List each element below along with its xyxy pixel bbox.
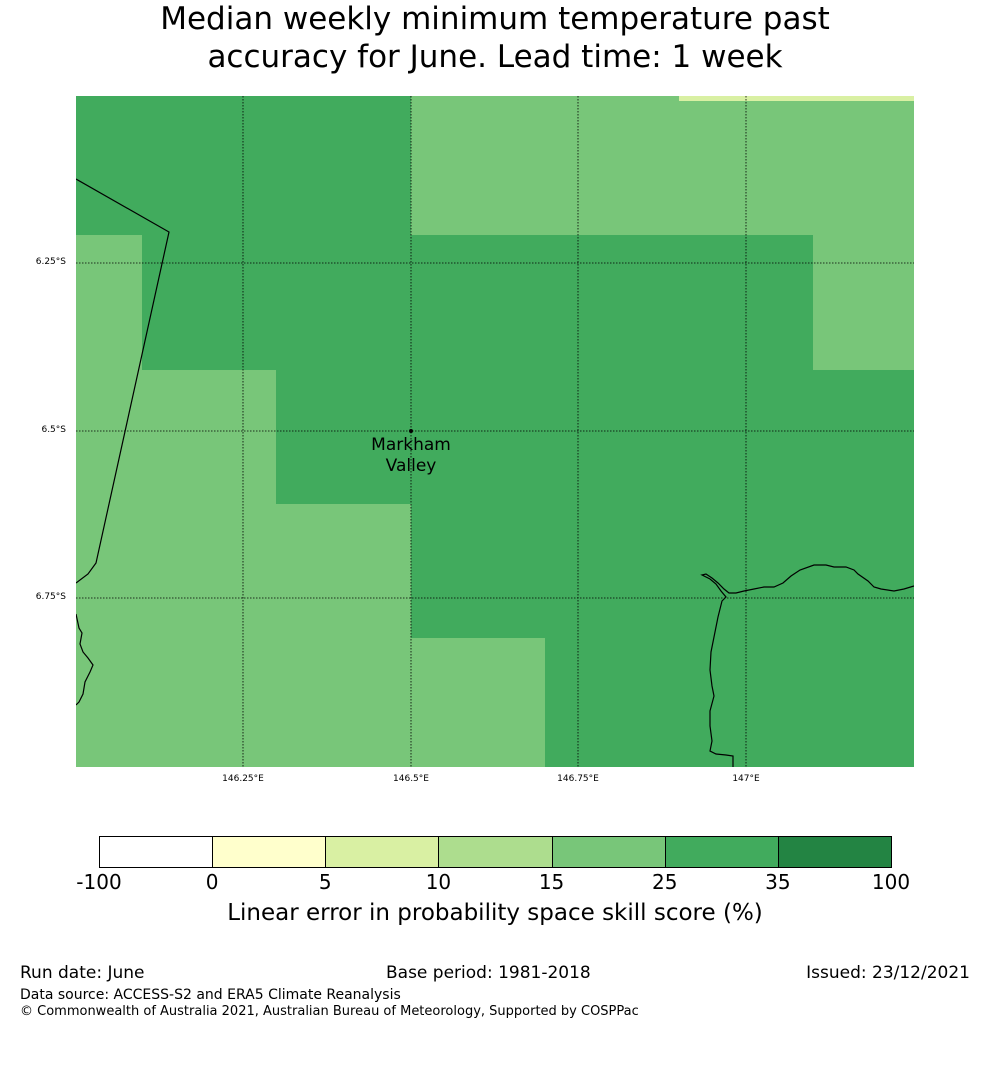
lon-label: 146.75°E [557,774,599,784]
lon-label: 146.25°E [222,774,264,784]
colorbar-segment [325,836,440,868]
colorbar-segment [212,836,327,868]
lat-label: 6.75°S [35,592,66,602]
map-cell [76,235,142,370]
skill-map [76,96,914,767]
colorbar-tick-label: 5 [318,870,332,894]
copyright: © Commonwealth of Australia 2021, Austra… [20,1004,639,1019]
coastline-west [76,613,94,706]
map-cell [76,370,276,504]
base-period: Base period: 1981-2018 [386,963,591,983]
place-label-line-1: Markham [371,435,451,455]
colorbar-tick-label: 10 [425,870,452,894]
run-date: Run date: June [20,963,145,983]
map-cell [813,96,914,101]
map-cell [76,638,545,767]
issued-date: Issued: 23/12/2021 [806,963,970,983]
lat-label: 6.25°S [35,257,66,267]
place-label: Markham Valley [351,435,471,477]
colorbar-segment [438,836,553,868]
map-svg [76,96,914,767]
data-source: Data source: ACCESS-S2 and ERA5 Climate … [20,987,401,1003]
colorbar-tick-label: -100 [76,870,122,894]
colorbar-tick-label: 35 [765,870,791,894]
graticule [76,96,914,767]
map-cell [76,504,411,638]
place-label-line-2: Valley [385,456,437,476]
lat-label: 6.5°S [41,425,66,435]
colorbar-segment [551,836,666,868]
chart-title: Median weekly minimum temperature past a… [0,0,990,76]
colorbar-segment [664,836,779,868]
lon-label: 146.5°E [393,774,429,784]
title-line-1: Median weekly minimum temperature past [160,1,830,37]
colorbar-tick-label: 25 [651,870,678,894]
border-line [76,178,170,584]
colorbar-label: Linear error in probability space skill … [227,900,763,926]
colorbar-tick-label: 0 [205,870,219,894]
map-cell [411,96,914,235]
colorbar-segment [777,836,892,868]
colorbar-tick-label: 100 [871,870,911,894]
map-cell [813,235,914,370]
location-marker [409,429,413,433]
colorbar [99,836,892,868]
coastline-east [700,564,914,767]
map-cell [679,96,813,101]
colorbar-segment [99,836,214,868]
lon-label: 147°E [732,774,760,784]
colorbar-tick-label: 15 [538,870,565,894]
title-line-2: accuracy for June. Lead time: 1 week [207,39,783,75]
